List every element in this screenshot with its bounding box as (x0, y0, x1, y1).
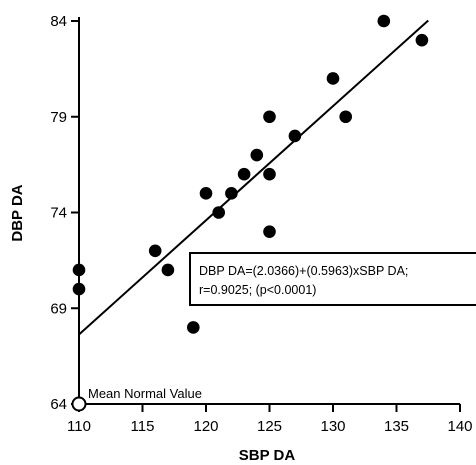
mean-normal-value-marker (71, 396, 87, 412)
regression-statistics: r=0.9025; (p<0.0001) (199, 283, 316, 297)
data-point (212, 206, 225, 219)
x-tick-label: 120 (193, 418, 218, 435)
data-point (263, 167, 276, 181)
data-point (263, 110, 276, 124)
data-point (288, 129, 302, 143)
x-tick-label: 125 (257, 418, 282, 435)
x-tick-label: 110 (67, 418, 91, 435)
data-points (72, 14, 429, 334)
data-point (187, 321, 200, 334)
data-point (415, 33, 429, 47)
data-point (263, 225, 276, 238)
data-point (72, 282, 86, 296)
data-point (237, 167, 251, 181)
y-axis-title: DBP DA (9, 184, 26, 241)
data-point (339, 110, 353, 124)
data-point (377, 14, 391, 28)
x-tick-label: 115 (131, 418, 155, 435)
x-axis-title: SBP DA (239, 447, 296, 464)
y-tick-label: 74 (50, 205, 67, 222)
x-tick-label: 135 (384, 418, 409, 435)
data-point (326, 72, 340, 85)
data-point (72, 263, 86, 277)
regression-equation: DBP DA=(2.0366)+(0.5963)xSBP DA; (199, 264, 408, 278)
x-tick-label: 130 (320, 418, 345, 435)
data-point (225, 187, 238, 200)
regression-annotation-box (189, 252, 476, 306)
y-tick-label: 69 (50, 300, 67, 317)
data-point (199, 187, 213, 200)
data-point (250, 148, 264, 162)
mean-normal-value-label: Mean Normal Value (88, 386, 202, 401)
y-tick-label: 84 (50, 13, 67, 30)
y-tick-label: 79 (50, 109, 67, 126)
x-axis-ticks: 110 115 120 125 130 135 140 (67, 404, 473, 435)
y-axis-ticks: 64 69 74 79 84 (50, 13, 79, 413)
data-point (161, 263, 175, 277)
regression-line (78, 19, 429, 336)
y-tick-label: 64 (50, 396, 67, 413)
data-point (148, 244, 162, 258)
x-tick-label: 140 (447, 418, 472, 435)
